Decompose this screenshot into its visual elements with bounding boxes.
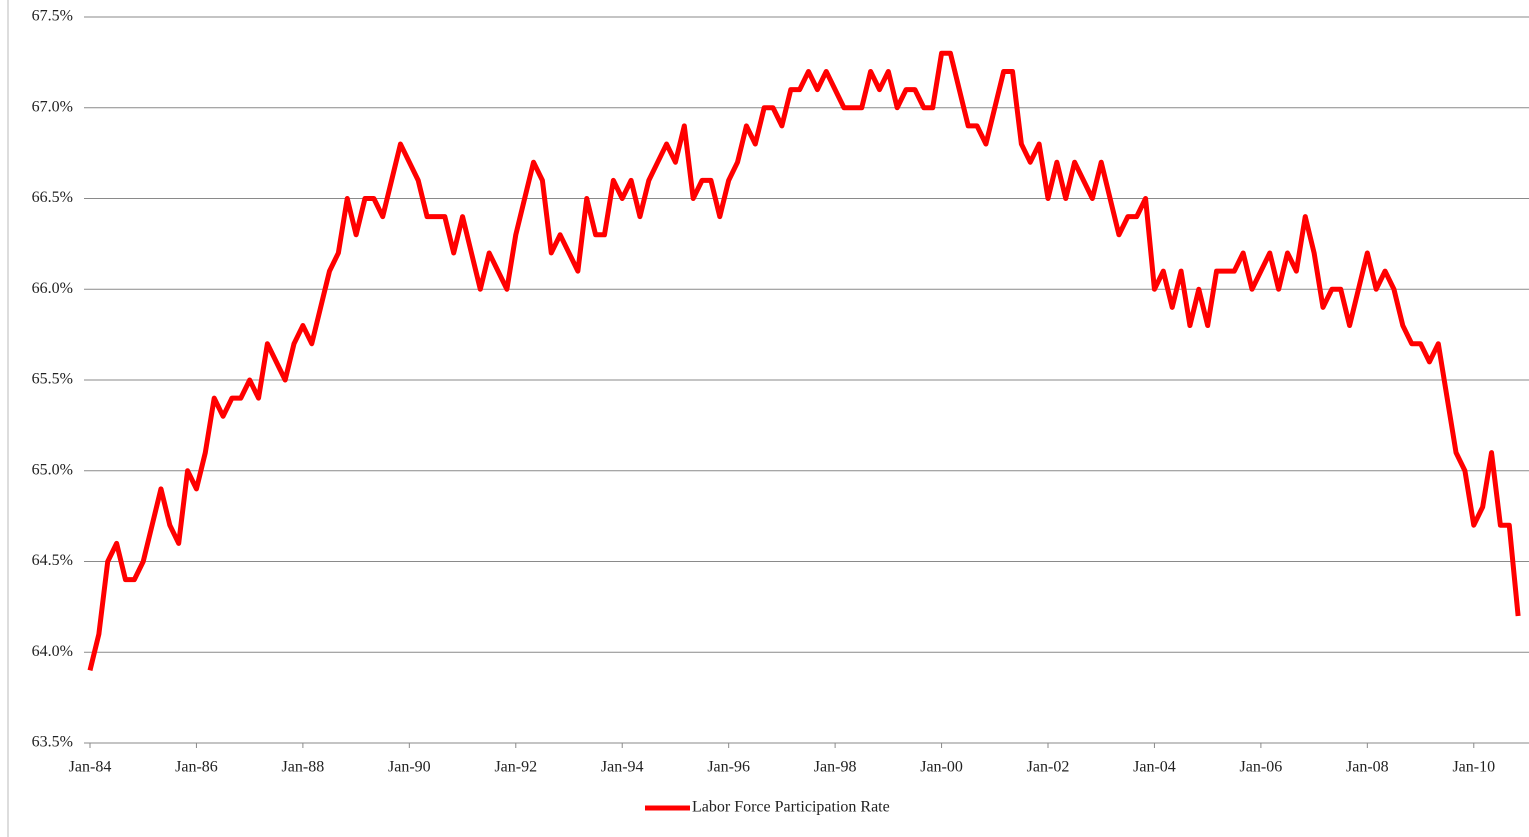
- x-tick-label: Jan-98: [814, 759, 857, 776]
- y-tick-label: 64.0%: [32, 643, 73, 660]
- x-tick-label: Jan-90: [388, 759, 431, 776]
- x-tick-label: Jan-04: [1133, 759, 1176, 776]
- x-tick-label: Jan-92: [494, 759, 537, 776]
- x-tick-label: Jan-88: [282, 759, 325, 776]
- x-tick-label: Jan-94: [601, 759, 644, 776]
- x-tick-label: Jan-06: [1240, 759, 1283, 776]
- x-tick-label: Jan-00: [920, 759, 963, 776]
- x-tick-label: Jan-08: [1346, 759, 1389, 776]
- legend-label: Labor Force Participation Rate: [692, 799, 890, 816]
- y-tick-label: 63.5%: [32, 734, 73, 751]
- x-tick-label: Jan-96: [707, 759, 750, 776]
- y-tick-label: 67.5%: [32, 8, 73, 25]
- x-tick-label: Jan-86: [175, 759, 218, 776]
- y-tick-label: 64.5%: [32, 552, 73, 569]
- y-tick-label: 67.0%: [32, 98, 73, 115]
- y-tick-label: 65.5%: [32, 371, 73, 388]
- x-tick-label: Jan-84: [69, 759, 112, 776]
- y-tick-label: 66.0%: [32, 280, 73, 297]
- x-tick-label: Jan-10: [1452, 759, 1495, 776]
- line-series: [87, 50, 1521, 671]
- y-tick-label: 66.5%: [32, 189, 73, 206]
- y-tick-label: 65.0%: [32, 461, 73, 478]
- x-tick-label: Jan-02: [1027, 759, 1070, 776]
